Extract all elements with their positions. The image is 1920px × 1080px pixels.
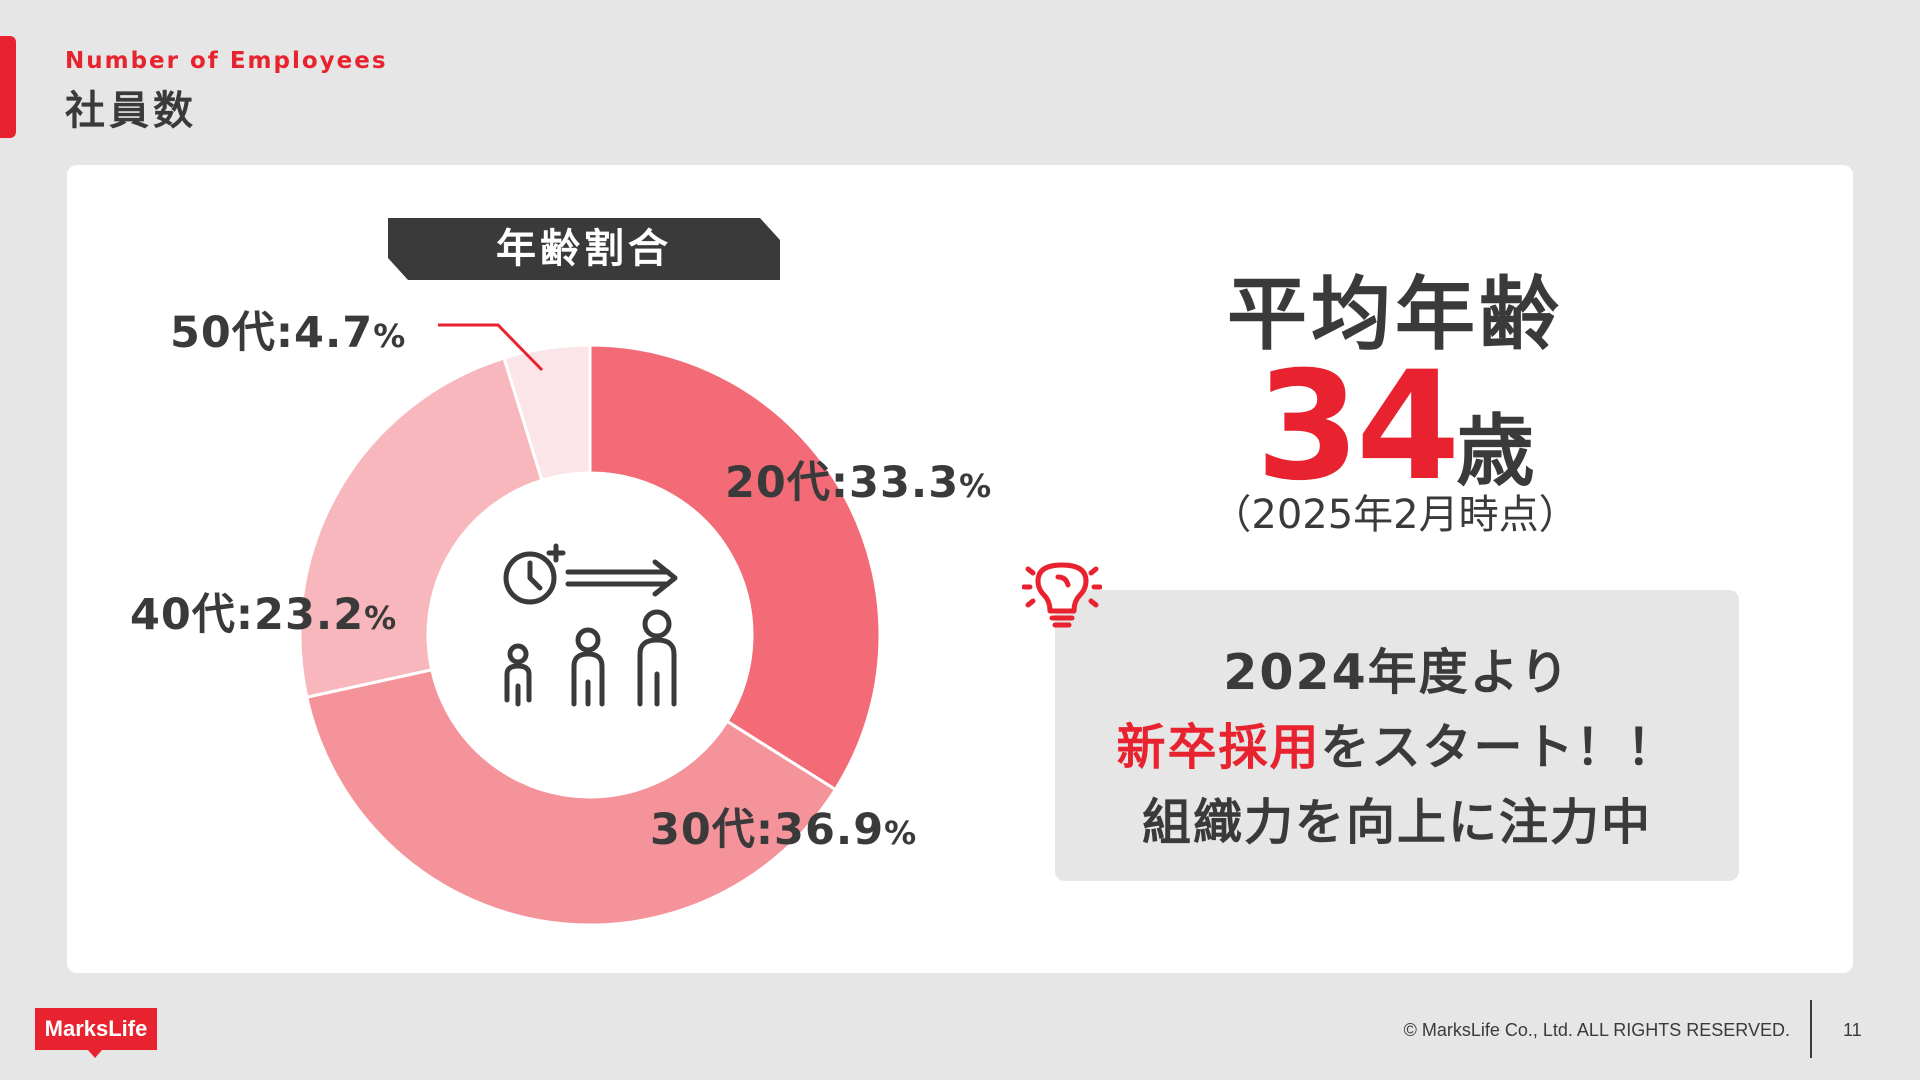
- slice-label-value: 4.7: [294, 308, 374, 358]
- slice-label-unit: %: [373, 317, 407, 355]
- slice-label-unit: %: [364, 599, 398, 637]
- donut-slice-40s: [298, 356, 544, 699]
- slice-label-separator: :: [755, 805, 775, 855]
- company-logo-notch: [88, 1050, 102, 1058]
- info-callout-box: 2024年度より 新卒採用をスタート！！ 組織力を向上に注力中: [1055, 590, 1739, 881]
- title-accent-bar: [0, 36, 16, 138]
- donut-slice-50s: [502, 343, 592, 483]
- info-line-1: 2024年度より: [1223, 644, 1571, 701]
- average-age-value: 34歳: [1160, 340, 1630, 514]
- info-line-3: 組織力を向上に注力中: [1141, 794, 1652, 851]
- slice-label-30s: 30代:36.9%: [650, 795, 917, 857]
- slice-label-unit: %: [884, 814, 918, 852]
- info-highlight: 新卒採用: [1116, 719, 1321, 776]
- page-subtitle-en: Number of Employees: [65, 48, 388, 74]
- average-age-note: （2025年2月時点）: [1211, 492, 1579, 538]
- slice-label-value: 33.3: [849, 458, 960, 508]
- slice-label-category: 50代: [170, 308, 276, 358]
- slice-label-category: 20代: [725, 458, 831, 508]
- slice-label-unit: %: [959, 467, 993, 505]
- company-logo: MarksLife: [35, 1008, 157, 1050]
- average-age-number: 34: [1255, 340, 1461, 514]
- page-number: 11: [1843, 1020, 1862, 1040]
- info-line-2: 新卒採用をスタート！！: [1055, 708, 1739, 779]
- donut-slice-30s: [304, 667, 838, 927]
- slice-label-separator: :: [235, 590, 255, 640]
- average-age-heading: 平均年齢: [1227, 268, 1563, 361]
- slice-label-category: 40代: [130, 590, 236, 640]
- footer-divider: [1810, 1000, 1812, 1058]
- copyright-text: © MarksLife Co., Ltd. ALL RIGHTS RESERVE…: [1403, 1020, 1790, 1040]
- info-line-2-rest: をスタート！！: [1320, 719, 1678, 776]
- age-growth-icon: [503, 543, 678, 707]
- slice-leader-line-50s: [438, 323, 544, 372]
- slice-label-50s: 50代:4.7%: [170, 298, 406, 360]
- lightbulb-icon: [1022, 562, 1102, 628]
- chart-title: 年齢割合: [496, 226, 672, 272]
- slice-label-separator: :: [275, 308, 295, 358]
- page-title: 社員数: [65, 88, 197, 134]
- slice-label-value: 36.9: [774, 805, 885, 855]
- average-age-unit: 歳: [1456, 407, 1535, 497]
- slice-label-value: 23.2: [254, 590, 365, 640]
- slice-label-20s: 20代:33.3%: [725, 448, 992, 510]
- slice-label-category: 30代: [650, 805, 756, 855]
- donut-slice-20s: [588, 343, 882, 792]
- chart-title-ribbon: 年齢割合: [388, 218, 780, 280]
- slice-label-separator: :: [830, 458, 850, 508]
- age-donut-chart: [298, 343, 882, 927]
- slice-label-40s: 40代:23.2%: [130, 580, 397, 642]
